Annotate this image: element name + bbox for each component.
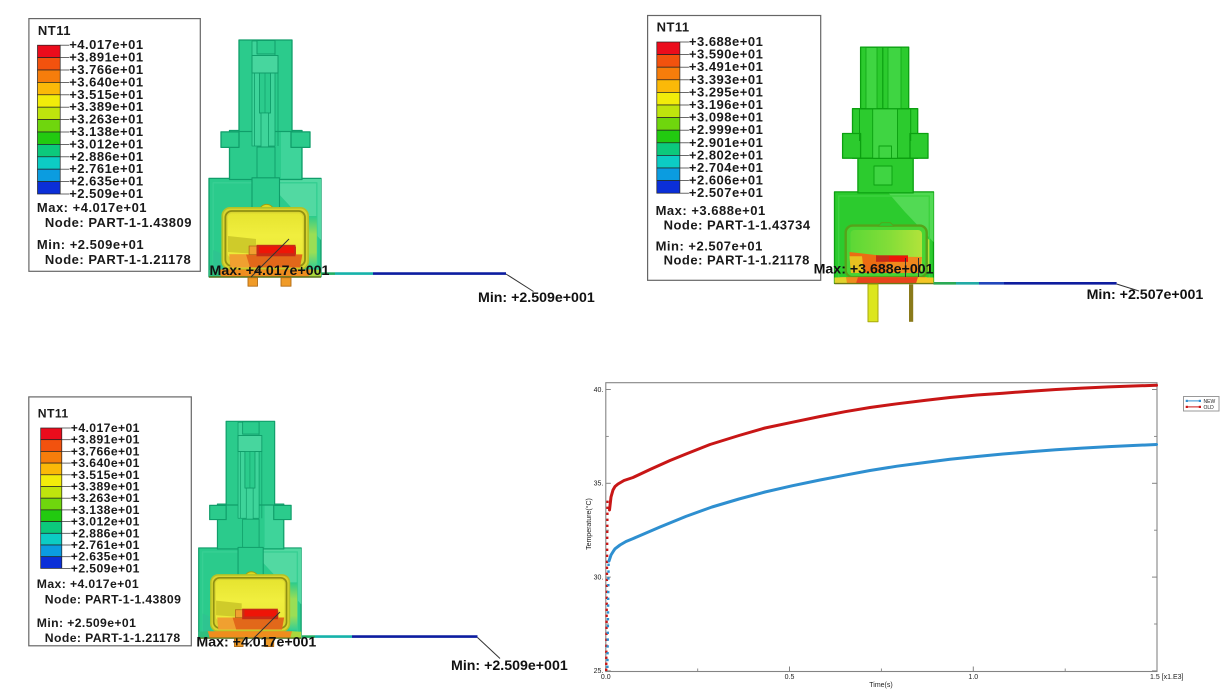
svg-text:+2.901e+01: +2.901e+01 xyxy=(689,135,763,150)
svg-text:+3.688e+01: +3.688e+01 xyxy=(689,34,763,49)
svg-text:+3.098e+01: +3.098e+01 xyxy=(689,110,763,125)
svg-text:+3.766e+01: +3.766e+01 xyxy=(71,444,140,458)
svg-text:0.0: 0.0 xyxy=(601,674,611,681)
svg-text:+2.886e+01: +2.886e+01 xyxy=(69,149,143,164)
svg-text:+3.012e+01: +3.012e+01 xyxy=(71,515,140,529)
svg-text:NEW: NEW xyxy=(1204,399,1216,405)
svg-text:1.0: 1.0 xyxy=(968,674,978,681)
svg-text:+2.999e+01: +2.999e+01 xyxy=(689,122,763,137)
svg-text:+3.491e+01: +3.491e+01 xyxy=(689,59,763,74)
svg-text:Node: PART-1-1.21178: Node: PART-1-1.21178 xyxy=(45,631,181,645)
svg-text:+3.138e+01: +3.138e+01 xyxy=(71,503,140,517)
svg-text:Temperature(°C): Temperature(°C) xyxy=(585,498,593,550)
svg-text:Min: +2.507e+01: Min: +2.507e+01 xyxy=(656,239,763,254)
svg-text:+3.389e+01: +3.389e+01 xyxy=(71,480,140,494)
svg-text:0.5: 0.5 xyxy=(785,674,795,681)
svg-text:Max: +3.688e+001: Max: +3.688e+001 xyxy=(814,262,934,278)
svg-text:+2.509e+01: +2.509e+01 xyxy=(71,561,140,575)
svg-text:+3.012e+01: +3.012e+01 xyxy=(69,136,143,151)
svg-text:+3.515e+01: +3.515e+01 xyxy=(71,468,140,482)
svg-text:+2.802e+01: +2.802e+01 xyxy=(689,147,763,162)
svg-text:Min: +2.509e+001: Min: +2.509e+001 xyxy=(451,658,568,674)
svg-text:Node: PART-1-1.21178: Node: PART-1-1.21178 xyxy=(45,252,191,267)
svg-text:+2.606e+01: +2.606e+01 xyxy=(689,173,763,188)
svg-text:+2.635e+01: +2.635e+01 xyxy=(71,550,140,564)
svg-text:+3.766e+01: +3.766e+01 xyxy=(69,62,143,77)
svg-text:+3.891e+01: +3.891e+01 xyxy=(71,433,140,447)
svg-text:+2.761e+01: +2.761e+01 xyxy=(71,538,140,552)
svg-text:25.: 25. xyxy=(594,668,604,675)
svg-text:+3.295e+01: +3.295e+01 xyxy=(689,84,763,99)
svg-text:+3.640e+01: +3.640e+01 xyxy=(71,456,140,470)
svg-text:+3.389e+01: +3.389e+01 xyxy=(69,99,143,114)
svg-text:Max: +3.688e+01: Max: +3.688e+01 xyxy=(656,203,766,218)
svg-text:+4.017e+01: +4.017e+01 xyxy=(69,37,143,52)
svg-text:+4.017e+01: +4.017e+01 xyxy=(71,421,140,435)
svg-text:NT11: NT11 xyxy=(38,407,69,421)
svg-text:Node: PART-1-1.43809: Node: PART-1-1.43809 xyxy=(45,215,192,230)
svg-text:+2.704e+01: +2.704e+01 xyxy=(689,160,763,175)
svg-text:+3.263e+01: +3.263e+01 xyxy=(71,491,140,505)
svg-text:NT11: NT11 xyxy=(657,19,690,34)
svg-text:Max: +4.017e+01: Max: +4.017e+01 xyxy=(37,200,147,215)
svg-text:+2.509e+01: +2.509e+01 xyxy=(69,186,143,201)
svg-text:+3.196e+01: +3.196e+01 xyxy=(689,97,763,112)
svg-text:+3.515e+01: +3.515e+01 xyxy=(69,87,143,102)
svg-text:+3.590e+01: +3.590e+01 xyxy=(689,47,763,62)
svg-text:Min: +2.509e+01: Min: +2.509e+01 xyxy=(37,237,144,252)
svg-text:Min: +2.507e+001: Min: +2.507e+001 xyxy=(1087,287,1204,303)
svg-text:Min: +2.509e+001: Min: +2.509e+001 xyxy=(478,290,595,306)
svg-text:+3.891e+01: +3.891e+01 xyxy=(69,50,143,65)
svg-text:Node: PART-1-1.43734: Node: PART-1-1.43734 xyxy=(664,218,811,233)
svg-text:+3.138e+01: +3.138e+01 xyxy=(69,124,143,139)
svg-text:1.5 [x1.E3]: 1.5 [x1.E3] xyxy=(1150,674,1184,681)
svg-text:35.: 35. xyxy=(594,481,604,488)
svg-text:Max: +4.017e+001: Max: +4.017e+001 xyxy=(196,635,316,651)
svg-text:+3.263e+01: +3.263e+01 xyxy=(69,112,143,127)
svg-text:+2.507e+01: +2.507e+01 xyxy=(689,185,763,200)
svg-text:30.: 30. xyxy=(594,574,604,581)
svg-text:NT11: NT11 xyxy=(38,23,71,38)
svg-text:40.: 40. xyxy=(594,387,604,394)
svg-text:Max: +4.017e+001: Max: +4.017e+001 xyxy=(210,263,330,279)
svg-text:+3.640e+01: +3.640e+01 xyxy=(69,74,143,89)
svg-text:+2.635e+01: +2.635e+01 xyxy=(69,174,143,189)
svg-text:Node: PART-1-1.43809: Node: PART-1-1.43809 xyxy=(45,593,181,607)
svg-text:Min: +2.509e+01: Min: +2.509e+01 xyxy=(37,616,137,630)
svg-text:OLD: OLD xyxy=(1204,405,1215,411)
svg-text:Node: PART-1-1.21178: Node: PART-1-1.21178 xyxy=(664,252,810,267)
svg-text:Max: +4.017e+01: Max: +4.017e+01 xyxy=(37,577,139,591)
svg-text:Time(s): Time(s) xyxy=(869,682,892,689)
svg-text:+2.886e+01: +2.886e+01 xyxy=(71,526,140,540)
svg-text:+3.393e+01: +3.393e+01 xyxy=(689,72,763,87)
svg-text:+2.761e+01: +2.761e+01 xyxy=(69,161,143,176)
